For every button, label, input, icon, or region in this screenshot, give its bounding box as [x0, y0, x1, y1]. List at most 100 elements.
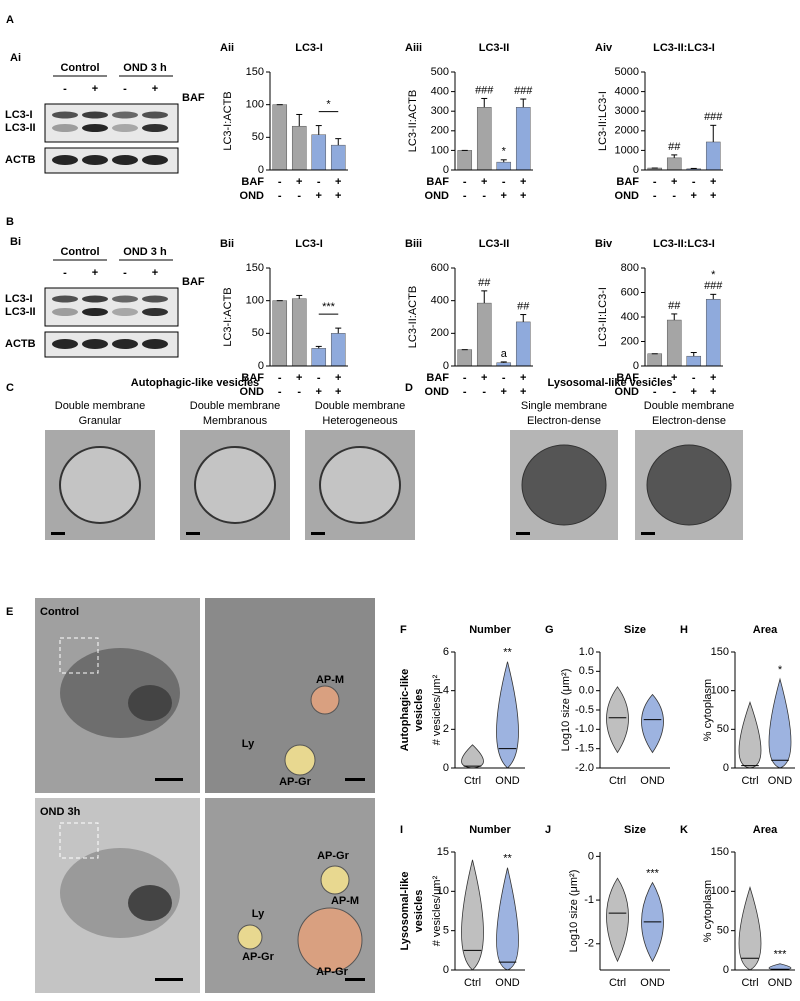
condition-sign: - — [672, 190, 676, 202]
condition-sign: + — [520, 176, 526, 188]
blot-band — [82, 155, 108, 165]
treatment-sign: - — [123, 267, 127, 279]
group-label: OND 3 h — [123, 62, 167, 74]
y-tick-label: 0 — [588, 850, 594, 862]
scale-bar — [345, 978, 365, 981]
structure-label: AP-Gr — [316, 966, 349, 978]
panel-label: I — [400, 824, 403, 836]
bar — [705, 141, 721, 171]
vesicle-overlay — [284, 744, 316, 776]
image-caption: Granular — [79, 415, 122, 427]
treatment-sign: - — [63, 83, 67, 95]
significance: ### — [704, 111, 723, 123]
y-tick-label: -2 — [584, 938, 594, 950]
significance: * — [778, 664, 783, 676]
condition-sign: - — [463, 190, 467, 202]
y-axis-label: LC3-I:ACTB — [222, 287, 234, 346]
condition-sign: - — [463, 176, 467, 188]
y-tick-label: 0 — [723, 762, 729, 774]
treatment-sign: - — [63, 267, 67, 279]
bar — [647, 353, 663, 367]
treatment-sign: + — [92, 83, 98, 95]
y-tick-label: 4000 — [615, 86, 639, 98]
y-tick-label: 800 — [621, 262, 639, 274]
panel-label: H — [680, 624, 688, 636]
condition-sign: - — [317, 176, 321, 188]
y-tick-label: 400 — [431, 86, 449, 98]
panel-label: D — [405, 382, 413, 394]
y-tick-label: 50 — [252, 327, 264, 339]
y-tick-label: -2.0 — [575, 762, 594, 774]
violin — [738, 886, 762, 971]
blot-band — [112, 339, 138, 349]
y-axis-label: Log10 size (μm²) — [560, 669, 572, 752]
panel-label: C — [6, 382, 14, 394]
nucleus — [128, 885, 172, 921]
bar — [476, 302, 492, 367]
violin — [496, 661, 519, 769]
y-tick-label: 6 — [443, 646, 449, 658]
y-tick-label: 100 — [711, 685, 729, 697]
y-tick-label: 200 — [431, 125, 449, 137]
chart-title: Area — [753, 624, 778, 636]
y-tick-label: 0.0 — [579, 685, 594, 697]
y-tick-label: 0 — [633, 360, 639, 372]
condition-sign: + — [481, 176, 487, 188]
panel-label: Aiv — [595, 42, 613, 54]
y-tick-label: 150 — [246, 262, 264, 274]
bar — [515, 107, 531, 171]
y-tick-label: 0 — [258, 360, 264, 372]
vesicle — [194, 446, 276, 524]
section-label: B — [6, 216, 14, 228]
bar — [291, 125, 307, 171]
y-axis-label: Log10 size (μm²) — [568, 870, 580, 953]
group-label: Control — [60, 246, 99, 258]
bar — [311, 134, 327, 171]
chart-title: LC3-I — [295, 238, 323, 250]
y-tick-label: 200 — [431, 327, 449, 339]
condition-sign: - — [692, 176, 696, 188]
condition-sign: - — [482, 190, 486, 202]
condition-label: OND 3h — [40, 806, 81, 818]
image-caption: Electron-dense — [527, 415, 601, 427]
image-caption: Heterogeneous — [322, 415, 398, 427]
condition-sign: - — [672, 386, 676, 398]
y-tick-label: 3000 — [615, 105, 639, 117]
significance: ** — [503, 853, 512, 865]
chart-title: Number — [469, 824, 511, 836]
condition-sign: - — [482, 386, 486, 398]
y-tick-label: 100 — [246, 295, 264, 307]
y-tick-label: 5 — [443, 925, 449, 937]
panel-label: K — [680, 824, 688, 836]
panel-title: Autophagic-like vesicles — [131, 377, 259, 389]
x-tick-label: Ctrl — [609, 977, 626, 989]
bar — [291, 298, 307, 367]
condition-sign: - — [278, 386, 282, 398]
panel-label: Bi — [10, 236, 21, 248]
condition-label: Control — [40, 606, 79, 618]
y-tick-label: 400 — [621, 311, 639, 323]
image-caption: Double membrane — [55, 400, 146, 412]
image-caption: Electron-dense — [652, 415, 726, 427]
chart-title: LC3-II:LC3-I — [653, 42, 715, 54]
x-tick-label: OND — [768, 775, 793, 787]
significance: *** — [774, 949, 788, 961]
image-caption: Double membrane — [190, 400, 281, 412]
scale-bar — [641, 532, 655, 535]
condition-label: OND — [425, 386, 450, 398]
significance: * — [711, 269, 716, 281]
chart-title: Size — [624, 624, 646, 636]
panel-label: F — [400, 624, 407, 636]
violin — [768, 677, 792, 769]
band-label: LC3-II — [5, 122, 36, 134]
x-tick-label: OND — [768, 977, 793, 989]
x-tick-label: Ctrl — [464, 775, 481, 787]
chart-title: LC3-II — [479, 238, 510, 250]
blot-band — [82, 124, 108, 132]
blot-band — [112, 111, 138, 119]
violin — [496, 867, 519, 971]
blot-band — [142, 111, 168, 119]
blot-band — [52, 339, 78, 349]
blot-box — [44, 103, 179, 143]
